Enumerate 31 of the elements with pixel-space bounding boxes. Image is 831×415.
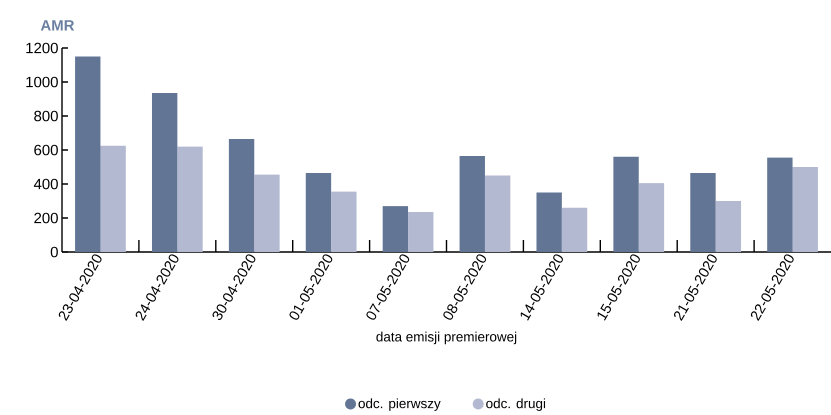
bar	[100, 146, 126, 252]
bar	[536, 192, 562, 252]
bar	[228, 138, 254, 252]
bar	[254, 174, 280, 252]
bar	[638, 183, 664, 252]
legend-label: odc. pierwszy	[358, 398, 441, 411]
bar	[177, 146, 203, 252]
y-tick-label: 1200	[26, 42, 58, 54]
bar	[562, 208, 588, 252]
bar	[75, 56, 100, 252]
bar	[331, 192, 357, 252]
y-tick-label: 200	[34, 212, 58, 224]
bar	[408, 212, 434, 252]
y-tick-label: 0	[50, 246, 58, 258]
bar	[382, 206, 408, 252]
bar	[767, 158, 793, 252]
bar	[306, 172, 332, 252]
x-axis-title: data emisji premierowej	[376, 332, 516, 344]
y-axis-title: AMR	[40, 20, 74, 30]
y-tick-label: 800	[34, 110, 58, 122]
y-tick-label: 600	[34, 144, 58, 156]
bar	[613, 156, 639, 252]
y-tick-label: 1000	[26, 76, 58, 88]
bar	[716, 201, 742, 252]
y-tick-label: 400	[34, 178, 58, 190]
bar	[792, 167, 818, 252]
bar	[690, 172, 716, 252]
bar	[484, 176, 510, 252]
legend-label: odc. drugi	[486, 398, 546, 411]
bar	[152, 93, 178, 252]
bar	[460, 156, 485, 252]
